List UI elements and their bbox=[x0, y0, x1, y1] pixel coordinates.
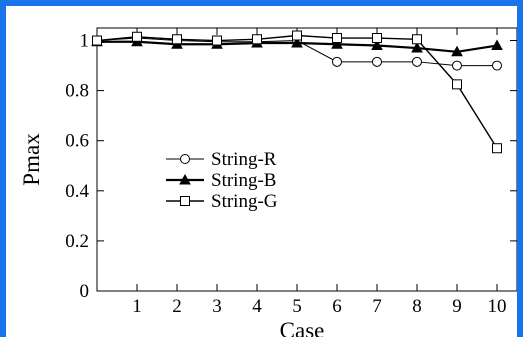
data-point bbox=[331, 38, 343, 49]
x-tick-label: 8 bbox=[412, 296, 422, 317]
data-point bbox=[132, 31, 142, 42]
series-layer bbox=[91, 30, 503, 154]
x-tick-label: 3 bbox=[212, 296, 222, 317]
x-tick-label: 2 bbox=[172, 296, 182, 317]
plot-border bbox=[96, 27, 517, 292]
series-string-g bbox=[92, 30, 502, 154]
data-point bbox=[292, 30, 302, 41]
y-tick-label: 1 bbox=[80, 31, 90, 52]
data-point bbox=[92, 35, 102, 46]
data-point bbox=[491, 39, 503, 51]
data-point bbox=[172, 34, 182, 45]
legend-label: String-B bbox=[211, 170, 276, 191]
plot-area: 1 2 3 4 5 6 7 8 9 10 0 0.2 0.4 0.6 0.8 1 bbox=[65, 27, 517, 317]
legend-label: String-R bbox=[211, 149, 277, 170]
data-point bbox=[291, 36, 303, 48]
data-point bbox=[212, 35, 222, 46]
y-tick-label: 0 bbox=[80, 281, 90, 302]
legend-entry: String-B bbox=[166, 170, 276, 191]
data-point bbox=[332, 33, 342, 44]
data-point bbox=[252, 34, 262, 45]
y-tick-label: 0.2 bbox=[65, 231, 89, 252]
x-tick-label: 10 bbox=[488, 296, 507, 317]
data-point bbox=[372, 33, 382, 44]
data-point bbox=[412, 56, 422, 67]
y-tick-label: 0.6 bbox=[65, 131, 89, 152]
data-point bbox=[452, 60, 462, 71]
chart-frame: 1 2 3 4 5 6 7 8 9 10 0 0.2 0.4 0.6 0.8 1 String-R String… bbox=[6, 6, 517, 337]
legend-marker bbox=[180, 154, 190, 164]
legend-label: String-G bbox=[211, 191, 278, 212]
data-point bbox=[451, 45, 463, 57]
data-point bbox=[492, 143, 502, 154]
x-axis-title: Case bbox=[280, 318, 325, 337]
x-tick-label: 4 bbox=[252, 296, 262, 317]
data-point bbox=[371, 39, 383, 51]
legend-marker bbox=[180, 196, 190, 206]
series-line bbox=[96, 34, 498, 149]
data-point bbox=[411, 42, 423, 53]
data-point bbox=[332, 56, 342, 67]
data-point bbox=[452, 79, 462, 90]
x-tick-label: 6 bbox=[332, 296, 342, 317]
y-tick-label: 0.4 bbox=[65, 181, 89, 202]
data-point bbox=[372, 56, 382, 67]
x-tick-label: 1 bbox=[132, 296, 142, 317]
x-tick-label: 5 bbox=[292, 296, 302, 317]
legend-entry: String-R bbox=[166, 149, 277, 170]
x-tick-label: 7 bbox=[372, 296, 382, 317]
x-tick-label: 9 bbox=[452, 296, 462, 317]
legend-marker bbox=[179, 173, 191, 185]
data-point bbox=[492, 60, 502, 71]
y-axis-title: Pmax bbox=[19, 133, 44, 186]
y-tick-label: 0.8 bbox=[65, 81, 89, 102]
data-point bbox=[412, 34, 422, 45]
legend-entry: String-G bbox=[166, 191, 278, 212]
